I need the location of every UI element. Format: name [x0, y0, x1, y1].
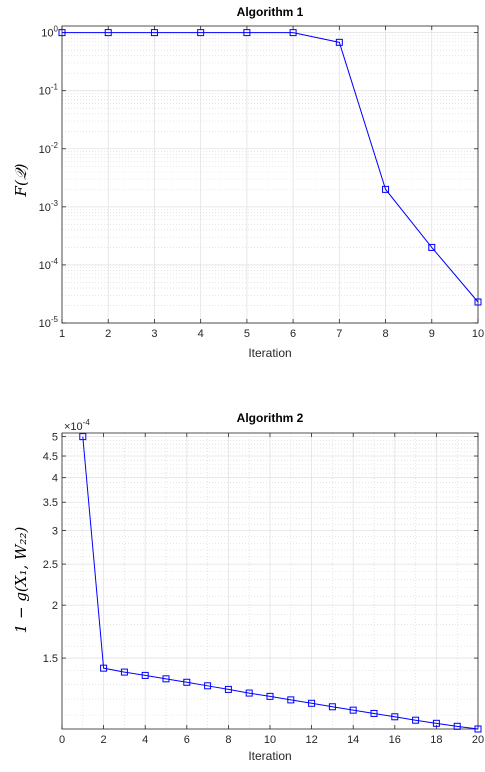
data-point-marker — [100, 664, 108, 672]
data-point-marker — [289, 29, 297, 37]
data-point-marker — [204, 682, 212, 690]
x-tick-label: 3 — [151, 328, 157, 340]
y-tick-label: 10-4 — [39, 257, 59, 272]
y-tick-label: 100 — [41, 25, 58, 40]
y-tick-label: 1.5 — [43, 653, 58, 665]
x-tick-label: 18 — [430, 734, 442, 746]
chart-title: Algorithm 2 — [237, 411, 304, 425]
data-point-marker — [79, 433, 87, 441]
series-line — [82, 436, 479, 730]
data-point-marker — [120, 668, 128, 676]
data-point-marker — [453, 722, 461, 730]
x-tick-label: 6 — [184, 734, 190, 746]
data-point-marker — [412, 716, 420, 724]
data-point-marker — [382, 185, 390, 193]
data-point-marker — [335, 38, 343, 46]
y-tick-label: 3.5 — [43, 497, 58, 509]
data-point-marker — [162, 675, 170, 683]
data-point-marker — [432, 719, 440, 727]
x-tick-label: 9 — [429, 328, 435, 340]
x-axis-label: Iteration — [248, 346, 291, 360]
y-exponent-label: ×10-4 — [64, 418, 90, 433]
x-tick-label: 2 — [101, 734, 107, 746]
x-tick-label: 2 — [105, 328, 111, 340]
data-point-marker — [183, 678, 191, 686]
x-tick-label: 5 — [244, 328, 250, 340]
data-point-marker — [391, 713, 399, 721]
x-axis-label: Iteration — [248, 749, 291, 763]
data-point-marker — [245, 689, 253, 697]
chart-algorithm-1: Algorithm 1 Iteration F(𝒬) 1 2 3 4 5 6 7 8 9 10 10… — [12, 5, 484, 360]
chart-algorithm-2: Algorithm 2 Iteration 1 − g(X₁, W₂₂) 0 2 4… — [12, 411, 484, 763]
y-tick-label: 4.5 — [43, 451, 58, 463]
x-tick-label: 7 — [336, 328, 342, 340]
data-point-marker — [150, 29, 158, 37]
x-tick-label: 10 — [264, 734, 276, 746]
x-tick-label: 20 — [472, 734, 484, 746]
x-tick-label: 4 — [198, 328, 204, 340]
y-tick-label: 10-2 — [39, 141, 59, 156]
y-axis-label: F(𝒬) — [12, 163, 30, 197]
y-tick-label: 2 — [52, 600, 58, 612]
data-point-marker — [349, 706, 357, 714]
data-point-marker — [197, 29, 205, 37]
y-tick-label: 3 — [52, 526, 58, 538]
data-point-marker — [308, 699, 316, 707]
data-point-marker — [474, 298, 482, 306]
x-tick-label: 10 — [472, 328, 484, 340]
data-point-marker — [243, 29, 251, 37]
y-axis-label: 1 − g(X₁, W₂₂) — [12, 527, 30, 634]
data-point-marker — [428, 243, 436, 251]
x-tick-label: 12 — [305, 734, 317, 746]
y-tick-label: 2.5 — [43, 559, 58, 571]
axes-frame — [61, 25, 479, 324]
data-point-marker — [474, 725, 482, 733]
data-point-marker — [141, 671, 149, 679]
x-tick-label: 16 — [389, 734, 401, 746]
data-point-marker — [370, 709, 378, 717]
grid — [61, 26, 479, 324]
data-point-marker — [266, 692, 274, 700]
y-tick-label: 10-1 — [39, 83, 59, 98]
data-point-marker — [104, 29, 112, 37]
x-tick-label: 0 — [59, 734, 65, 746]
y-tick-label: 10-5 — [39, 315, 59, 330]
data-point-marker — [287, 696, 295, 704]
x-tick-label: 14 — [347, 734, 359, 746]
y-tick-label: 5 — [52, 432, 58, 444]
x-tick-label: 8 — [382, 328, 388, 340]
y-tick-label: 4 — [52, 473, 58, 485]
series-line — [62, 32, 479, 303]
x-tick-label: 8 — [225, 734, 231, 746]
y-tick-label: 10-3 — [39, 199, 59, 214]
x-tick-label: 6 — [290, 328, 296, 340]
grid — [61, 433, 479, 729]
data-point-marker — [58, 29, 66, 37]
x-tick-label: 4 — [142, 734, 148, 746]
chart-title: Algorithm 1 — [237, 5, 304, 19]
data-point-marker — [224, 685, 232, 693]
x-tick-label: 1 — [59, 328, 65, 340]
data-point-marker — [328, 703, 336, 711]
